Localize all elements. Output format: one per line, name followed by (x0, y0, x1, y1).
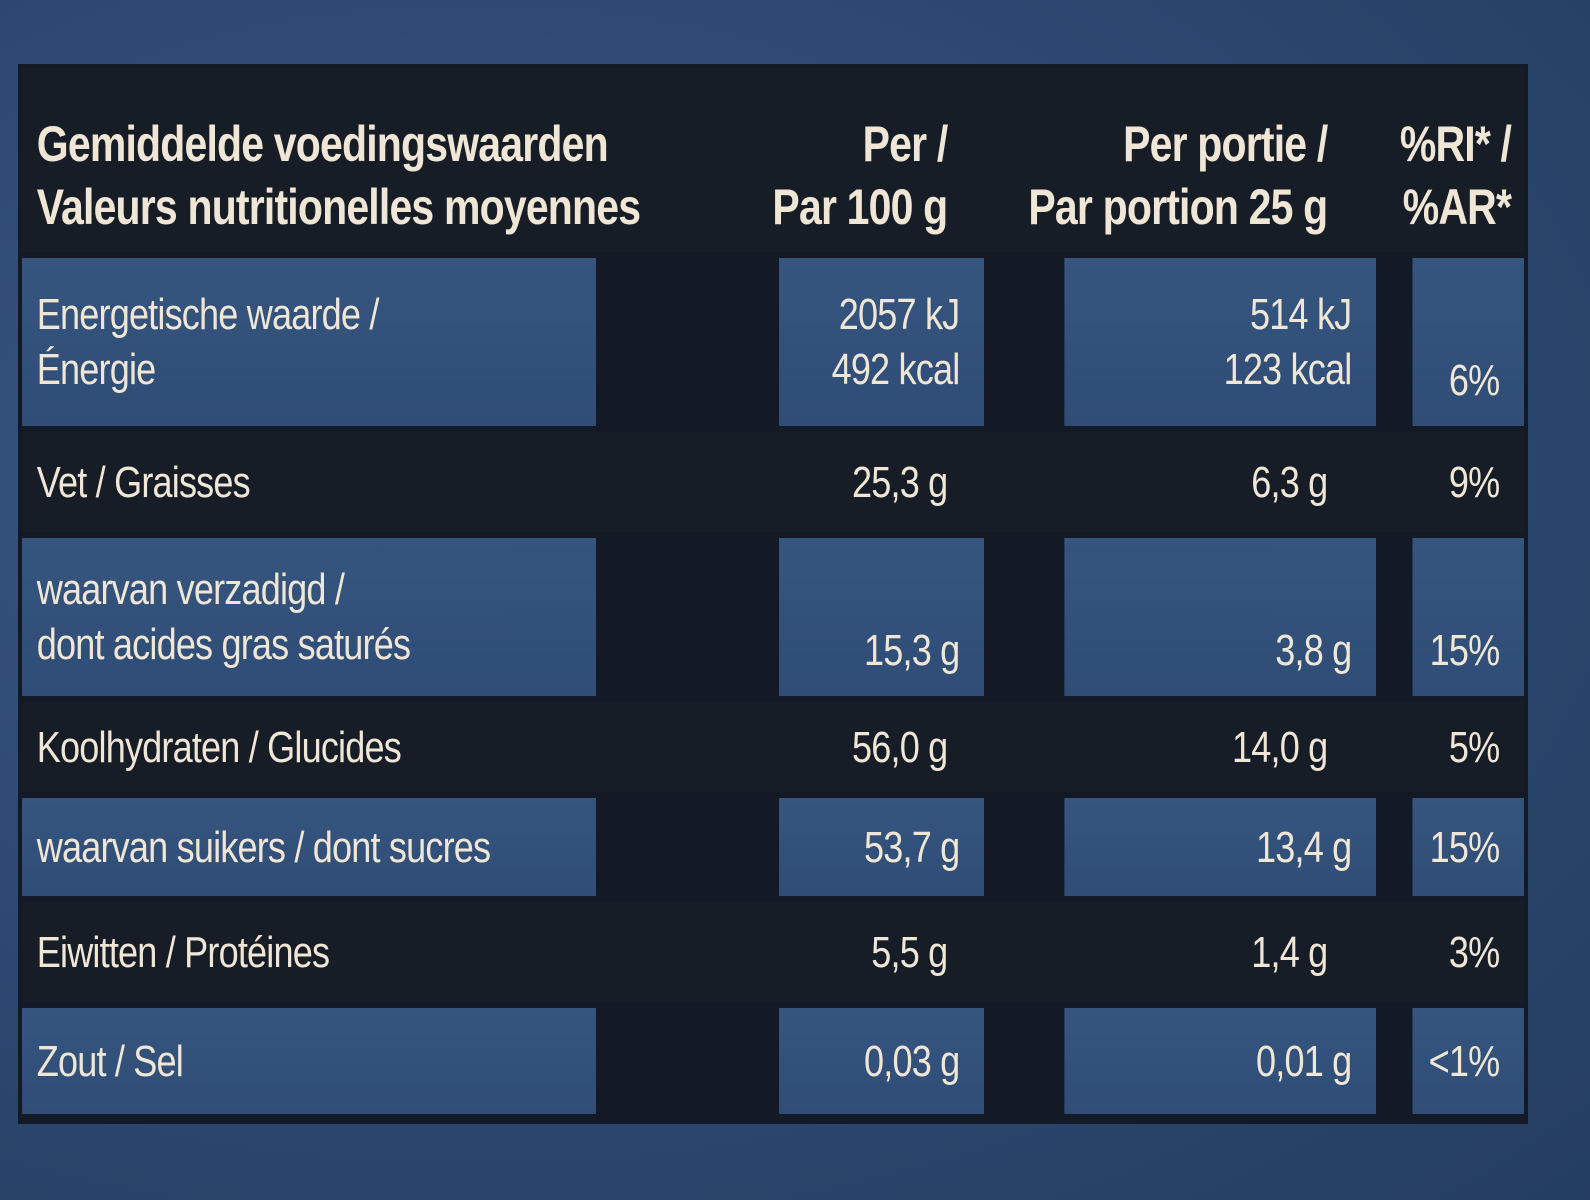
carbohydrates-portion: 14,0 g (1231, 722, 1328, 772)
salt-portion: 0,01 g (1064, 1008, 1376, 1114)
table-header-row: Gemiddelde voedingswaarden Valeurs nutri… (22, 68, 1524, 252)
saturated-label-fr: dont acides gras saturés (36, 620, 411, 669)
saturated-label-nl: waarvan verzadigd / (36, 565, 345, 614)
energy-label: Energetische waarde / Énergie (22, 258, 596, 426)
table-row-fat: Vet / Graisses 25,3 g 6,3 g 9% (22, 432, 1524, 532)
header-ri-column: %RI* / %AR* (1385, 68, 1536, 252)
carbohydrates-ri: 5% (1448, 722, 1500, 772)
header-ri-fr: %AR* (1402, 178, 1512, 235)
header-ri-nl: %RI* / (1399, 116, 1512, 172)
header-nutrient-fr: Valeurs nutritionelles moyennes (36, 178, 641, 235)
salt-per100: 0,03 g (779, 1008, 984, 1114)
energy-portion-kcal: 123 kcal (1223, 345, 1353, 394)
sugars-portion: 13,4 g (1064, 798, 1376, 896)
energy-ri: 6% (1412, 258, 1524, 426)
header-portion-column: Per portie / Par portion 25 g (1028, 68, 1352, 252)
nutrition-table: Gemiddelde voedingswaarden Valeurs nutri… (18, 64, 1528, 1124)
table-row-protein: Eiwitten / Protéines 5,5 g 1,4 g 3% (22, 902, 1524, 1002)
protein-label: Eiwitten / Protéines (36, 927, 330, 977)
energy-per100-kj: 2057 kJ (838, 290, 960, 339)
salt-ri: <1% (1412, 1008, 1524, 1114)
energy-per100: 2057 kJ 492 kcal (779, 258, 984, 426)
header-per100-nl: Per / (862, 116, 949, 172)
sugars-per100: 53,7 g (779, 798, 984, 896)
header-portion-fr: Par portion 25 g (1028, 178, 1328, 235)
sugars-ri: 15% (1412, 798, 1524, 896)
energy-ri-value: 6% (1448, 356, 1500, 405)
protein-ri: 3% (1448, 927, 1500, 977)
table-row-energy: Energetische waarde / Énergie 2057 kJ 49… (22, 252, 1524, 432)
table-row-saturated: waarvan verzadigd / dont acides gras sat… (22, 532, 1524, 702)
header-nutrient-nl: Gemiddelde voedingswaarden (36, 116, 609, 172)
saturated-per100: 15,3 g (779, 538, 984, 696)
energy-portion-kj: 514 kJ (1250, 290, 1352, 339)
header-portion-nl: Per portie / (1123, 116, 1328, 172)
protein-per100: 5,5 g (871, 927, 948, 977)
energy-per100-kcal: 492 kcal (831, 345, 961, 394)
saturated-label: waarvan verzadigd / dont acides gras sat… (22, 538, 596, 696)
carbohydrates-per100: 56,0 g (851, 722, 948, 772)
table-row-salt: Zout / Sel 0,03 g 0,01 g <1% (22, 1002, 1524, 1120)
fat-portion: 6,3 g (1251, 457, 1328, 507)
protein-portion: 1,4 g (1251, 927, 1328, 977)
salt-label: Zout / Sel (22, 1008, 596, 1114)
carbohydrates-label: Koolhydraten / Glucides (36, 722, 402, 772)
table-row-sugars: waarvan suikers / dont sucres 53,7 g 13,… (22, 792, 1524, 902)
saturated-ri: 15% (1412, 538, 1524, 696)
energy-label-fr: Énergie (36, 345, 156, 394)
energy-portion: 514 kJ 123 kcal (1064, 258, 1376, 426)
energy-label-nl: Energetische waarde / (36, 290, 380, 339)
saturated-portion: 3,8 g (1064, 538, 1376, 696)
table-row-carbohydrates: Koolhydraten / Glucides 56,0 g 14,0 g 5% (22, 702, 1524, 792)
fat-per100: 25,3 g (851, 457, 948, 507)
header-per100-column: Per / Par 100 g (767, 68, 972, 252)
header-per100-fr: Par 100 g (772, 178, 948, 235)
sugars-label: waarvan suikers / dont sucres (22, 798, 596, 896)
fat-label: Vet / Graisses (36, 457, 251, 507)
header-nutrient-column: Gemiddelde voedingswaarden Valeurs nutri… (22, 68, 641, 252)
fat-ri: 9% (1448, 457, 1500, 507)
